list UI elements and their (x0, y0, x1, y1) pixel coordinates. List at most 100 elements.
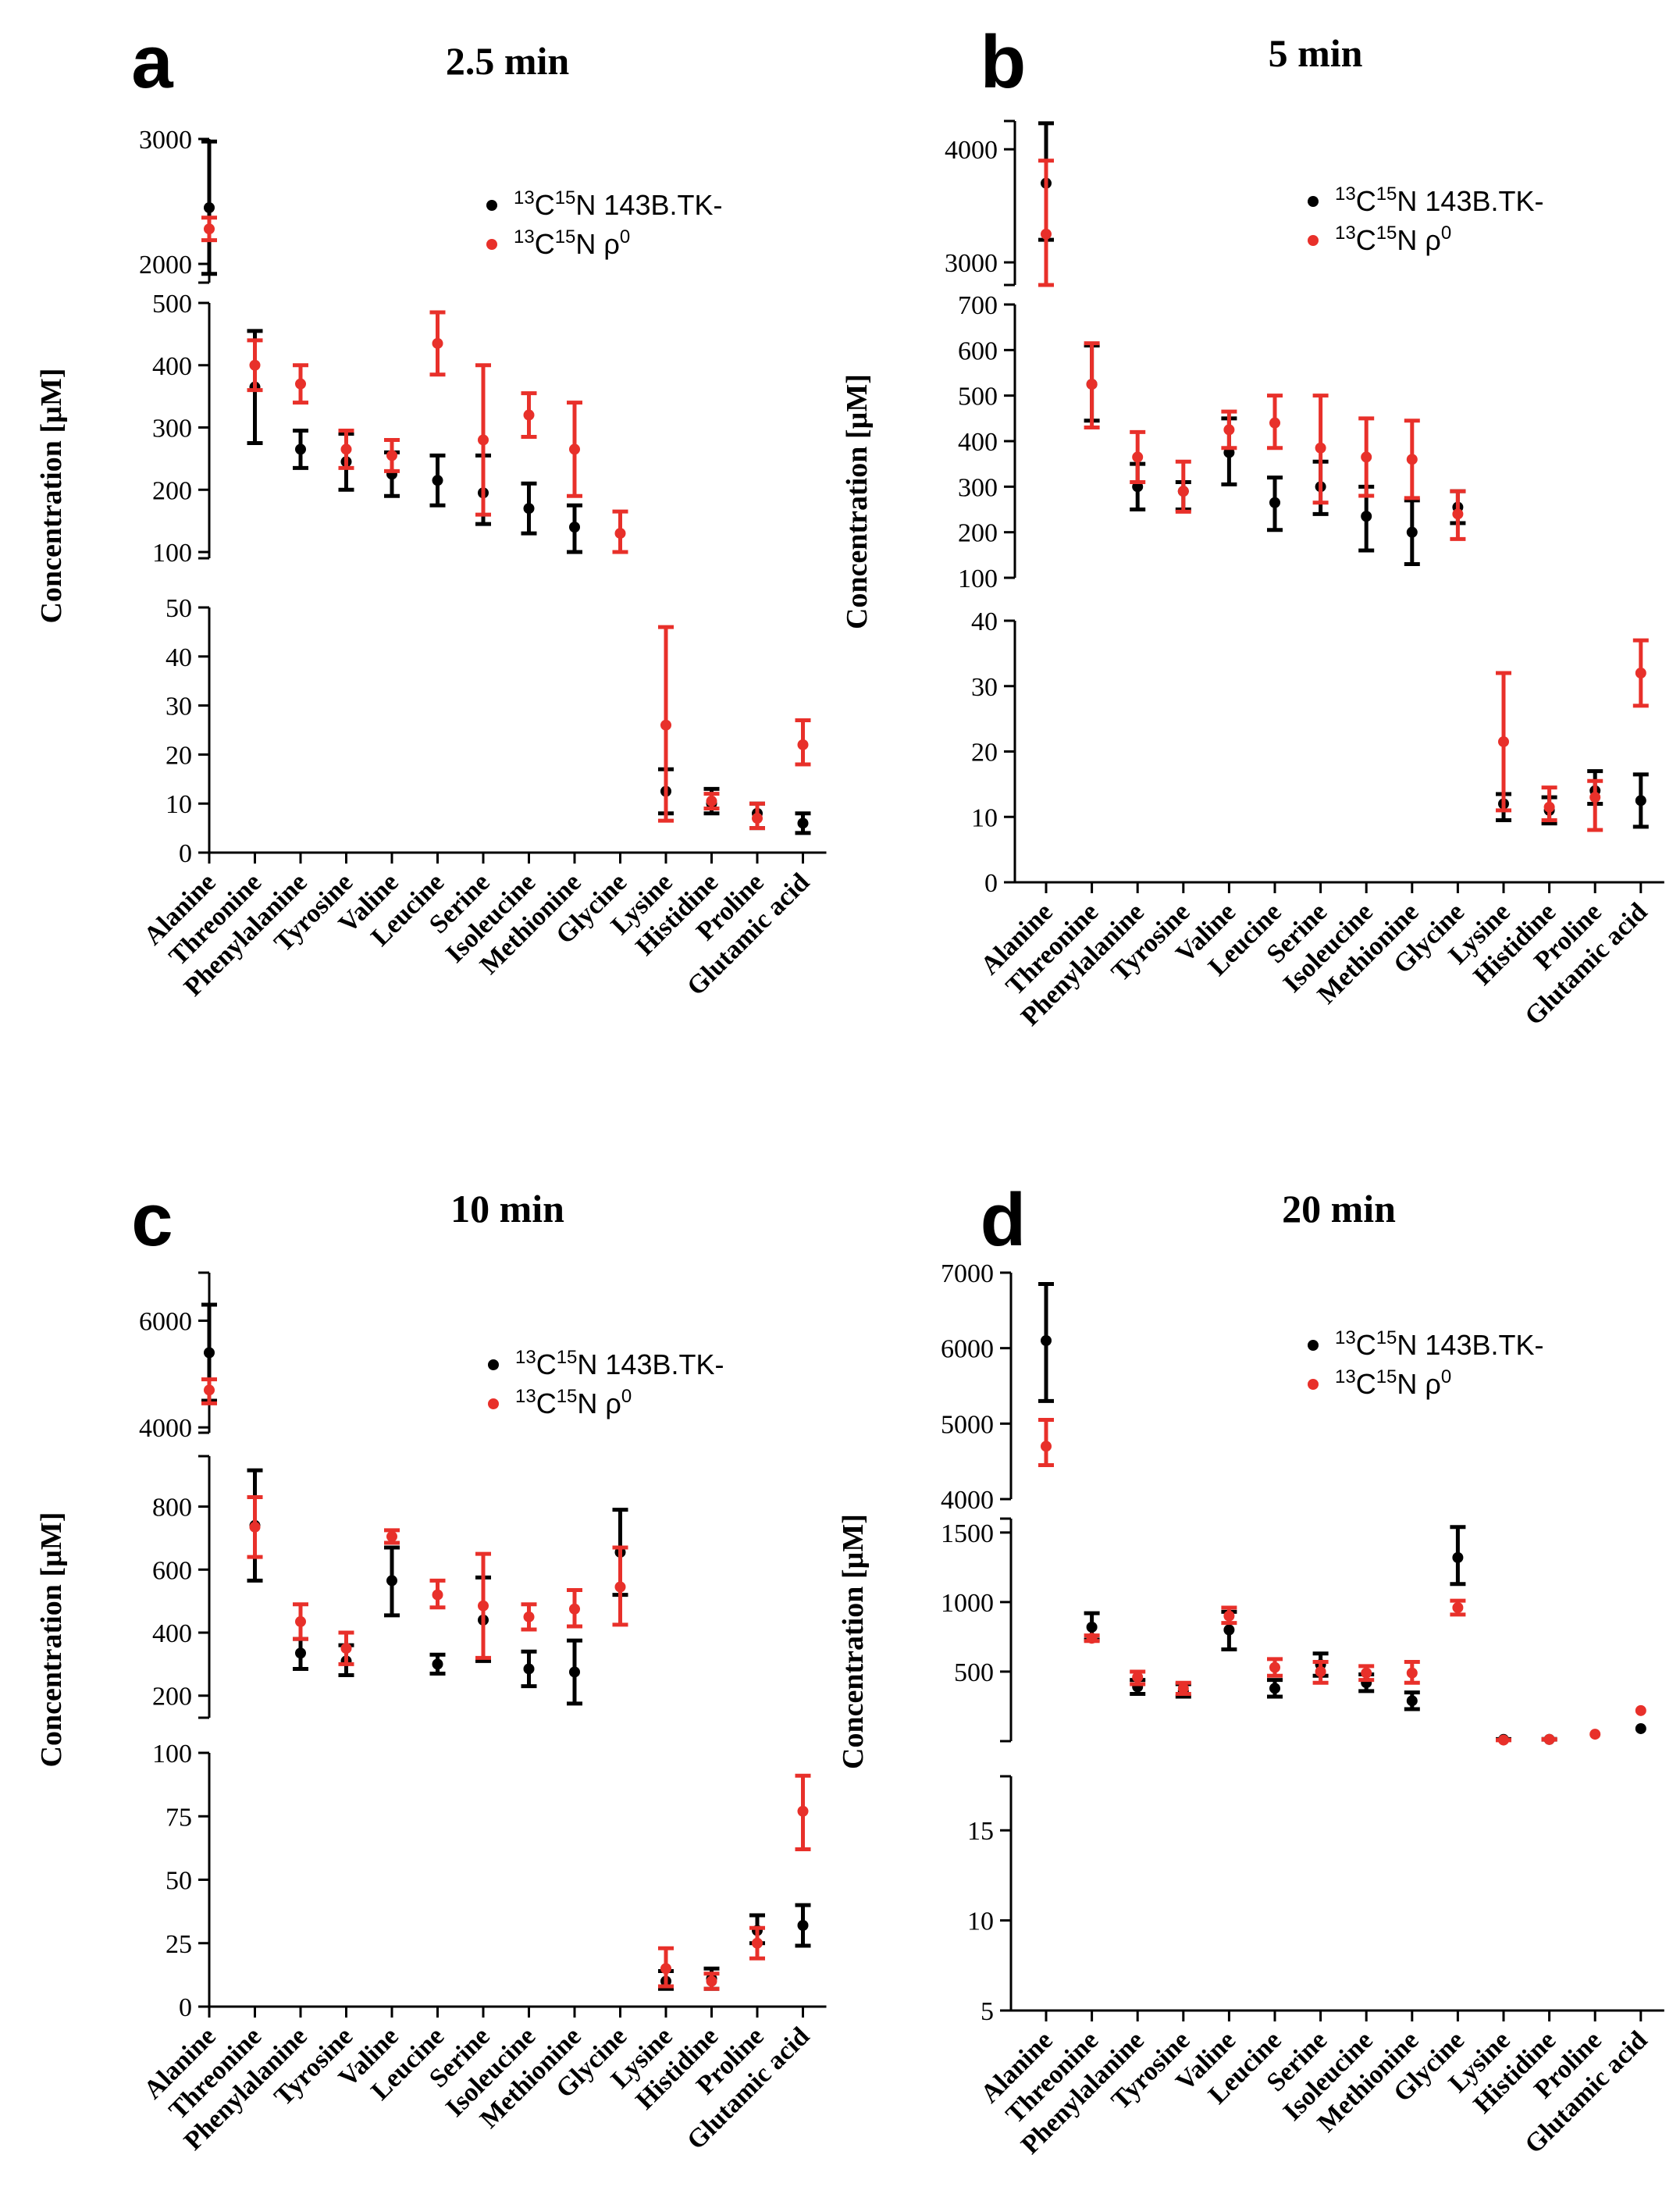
panel-title: 5 min (1269, 31, 1363, 75)
panel-letter: a (131, 20, 173, 104)
data-point (1177, 1683, 1189, 1694)
data-point (1635, 1704, 1646, 1716)
legend-marker (486, 200, 497, 211)
y-tick-label: 0 (179, 839, 192, 868)
legend-entry: 13C15N ρ0 (1335, 1366, 1451, 1400)
data-point (1269, 497, 1280, 508)
y-tick-label: 200 (958, 519, 998, 548)
y-tick-label: 100 (152, 1740, 192, 1768)
y-tick-label: 500 (958, 383, 998, 411)
data-point (432, 1589, 443, 1601)
legend-entry: 13C15N 143B.TK- (514, 187, 722, 221)
y-tick-label: 6000 (139, 1308, 192, 1337)
y-tick-label: 25 (166, 1930, 192, 1959)
y-tick-label: 4000 (139, 1414, 192, 1443)
data-point (1635, 668, 1646, 679)
data-point (340, 443, 352, 455)
y-tick-label: 200 (152, 476, 192, 505)
data-point (1498, 735, 1509, 747)
y-tick-label: 10 (971, 803, 998, 832)
panel-letter: d (981, 1178, 1027, 1262)
data-point (1132, 451, 1144, 463)
data-point (706, 796, 717, 807)
data-point (1361, 1667, 1372, 1679)
data-point (523, 1611, 535, 1622)
y-axis-label: Concentration [µM] (841, 374, 874, 629)
panel-d: d 20 min Concentration [µM] 4000 5000 6000 700… (837, 1178, 1664, 2160)
data-point (1269, 1662, 1280, 1673)
y-tick-label: 400 (958, 428, 998, 457)
data-point (1041, 1335, 1052, 1346)
legend-marker (1308, 1340, 1319, 1351)
data-point (432, 1658, 443, 1670)
y-tick-label: 75 (166, 1803, 192, 1832)
y-tick-label: 1000 (941, 1589, 994, 1618)
y-tick-label: 500 (954, 1658, 994, 1687)
data-point (523, 503, 535, 515)
legend-entry: 13C15N ρ0 (1335, 223, 1451, 256)
legend-marker (488, 1398, 499, 1409)
y-tick-label: 200 (152, 1683, 192, 1711)
data-point (1086, 1633, 1098, 1644)
data-point (249, 359, 261, 371)
data-point (660, 1963, 671, 1975)
y-tick-label: 800 (152, 1494, 192, 1523)
data-point (1041, 228, 1052, 240)
y-tick-label: 2000 (139, 251, 192, 280)
y-tick-label: 6000 (941, 1335, 994, 1364)
y-tick-label: 300 (152, 415, 192, 443)
y-tick-label: 30 (971, 673, 998, 702)
legend-entry: 13C15N ρ0 (514, 226, 630, 260)
y-tick-label: 20 (166, 741, 192, 770)
y-axis-label: Concentration [µM] (35, 369, 68, 624)
data-point (1635, 795, 1646, 807)
legend-marker (488, 1359, 499, 1370)
y-tick-label: 600 (152, 1556, 192, 1585)
y-tick-label: 400 (152, 1619, 192, 1648)
data-point (204, 202, 215, 213)
y-axis-label: Concentration [µM] (35, 1512, 68, 1768)
y-tick-label: 5000 (941, 1410, 994, 1439)
data-point (797, 817, 809, 829)
y-tick-label: 3000 (139, 126, 192, 155)
y-axis-label: Concentration [µM] (837, 1514, 870, 1769)
y-tick-label: 40 (971, 607, 998, 636)
y-tick-label: 0 (984, 869, 998, 898)
data-point (1452, 508, 1464, 520)
legend-entry: 13C15N 143B.TK- (515, 1347, 724, 1380)
data-point (478, 1600, 489, 1612)
y-tick-label: 600 (958, 337, 998, 365)
y-tick-label: 50 (166, 594, 192, 623)
data-point (204, 1347, 215, 1359)
data-point (1635, 1722, 1646, 1734)
y-tick-label: 5 (981, 1997, 994, 2026)
data-point (295, 443, 306, 455)
y-tick-label: 50 (166, 1867, 192, 1896)
y-tick-label: 15 (967, 1817, 994, 1846)
y-tick-label: 100 (958, 565, 998, 593)
y-tick-label: 100 (152, 539, 192, 568)
data-point (569, 1666, 580, 1678)
data-point (1361, 511, 1372, 522)
data-point (1086, 1621, 1098, 1633)
data-point (797, 1805, 809, 1817)
data-point (1132, 1672, 1144, 1683)
data-point (614, 1581, 626, 1593)
data-point (1406, 1695, 1418, 1707)
data-point (1223, 1610, 1235, 1622)
data-point (386, 450, 397, 461)
data-point (569, 1603, 580, 1615)
legend-marker (486, 239, 497, 250)
panel-letter: b (981, 20, 1027, 104)
data-point (1315, 442, 1326, 454)
data-point (1315, 1665, 1326, 1677)
data-point (478, 434, 489, 446)
y-tick-label: 300 (958, 473, 998, 502)
data-point (295, 1647, 306, 1659)
y-tick-label: 400 (152, 352, 192, 381)
y-tick-label: 1500 (941, 1519, 994, 1548)
legend-entry: 13C15N 143B.TK- (1335, 1327, 1543, 1361)
